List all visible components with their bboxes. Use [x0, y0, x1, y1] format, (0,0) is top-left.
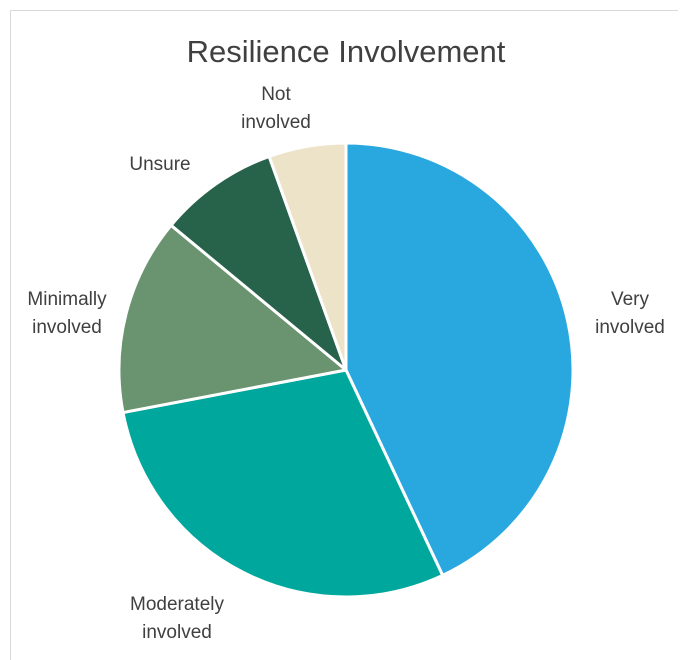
- pie-slices: [117, 141, 575, 599]
- pie-slice-moderately-involved: [121, 368, 445, 599]
- chart-title: Resilience Involvement: [186, 34, 506, 69]
- slice-label-very-involved: Very involved: [595, 289, 665, 338]
- slice-label-minimally-involved: Minimally involved: [27, 289, 107, 338]
- pie-slice-minimally-involved: [117, 223, 348, 415]
- pie-slice-very-involved: [344, 141, 575, 577]
- slice-label-not-involved: Not involved: [241, 84, 311, 133]
- slice-label-unsure: Unsure: [129, 154, 190, 175]
- slice-label-moderately-involved: Moderately involved: [130, 594, 224, 643]
- pie-slice-not-involved: [267, 141, 348, 372]
- pie-labels: Very involved Moderately involved Minimally i…: [27, 84, 664, 643]
- pie-slice-unsure: [169, 154, 348, 372]
